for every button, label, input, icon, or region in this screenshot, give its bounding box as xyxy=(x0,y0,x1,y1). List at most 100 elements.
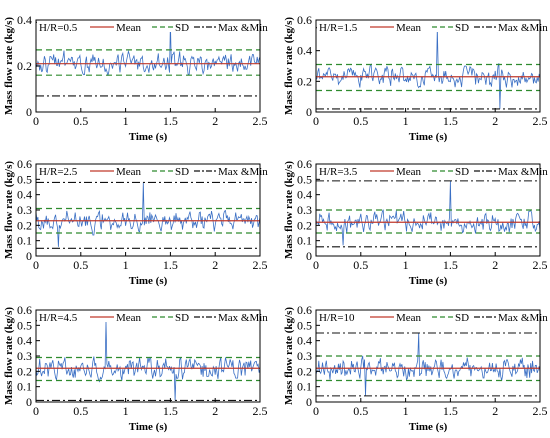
y-tick-label: 0 xyxy=(306,105,312,119)
y-axis-title: Mass flow rate (kg/s) xyxy=(283,17,295,115)
y-tick-label: 0 xyxy=(306,249,312,263)
y-tick-label: 0.2 xyxy=(297,364,312,378)
y-axis-title: Mass flow rate (kg/s) xyxy=(283,307,295,405)
x-tick-label: 0.5 xyxy=(353,404,368,418)
legend-mean-label: Mean xyxy=(396,312,422,324)
flow-signal-line xyxy=(35,320,261,401)
x-tick-label: 0 xyxy=(313,404,319,418)
x-tick-label: 2.5 xyxy=(253,258,268,272)
legend-background xyxy=(37,165,259,176)
x-tick-label: 2.5 xyxy=(533,114,548,128)
x-tick-label: 2.5 xyxy=(533,258,548,272)
panel-label: H/R=10 xyxy=(319,312,355,324)
x-tick-label: 0.5 xyxy=(73,114,88,128)
x-tick-label: 0 xyxy=(313,114,319,128)
y-tick-label: 0.2 xyxy=(17,218,32,232)
y-tick-label: 0 xyxy=(26,249,32,263)
legend-maxmin-label: Max &Min xyxy=(498,22,548,34)
y-tick-label: 0.2 xyxy=(17,59,32,73)
y-tick-label: 0.1 xyxy=(17,380,32,394)
y-tick-label: 0.6 xyxy=(297,303,312,317)
y-tick-label: 0.6 xyxy=(297,157,312,171)
x-tick-label: 2 xyxy=(212,404,218,418)
y-tick-label: 0.3 xyxy=(297,349,312,363)
legend: H/R=3.5 Mean SD Max &Min xyxy=(317,165,548,178)
legend-maxmin-label: Max &Min xyxy=(498,312,548,324)
y-tick-label: 0.5 xyxy=(17,318,32,332)
x-tick-label: 1 xyxy=(403,404,409,418)
flow-signal-line xyxy=(315,27,541,109)
panel-label: H/R=0.5 xyxy=(39,22,78,34)
legend-mean-label: Mean xyxy=(116,166,142,178)
x-tick-label: 0 xyxy=(33,114,39,128)
x-tick-label: 0 xyxy=(33,258,39,272)
legend-background xyxy=(317,311,539,322)
y-tick-label: 0.4 xyxy=(297,44,312,58)
chart-panel-1: 0 0.5 1 1.5 2 2.5 0 0.2 0.4 Time (s) Mass flow rat… xyxy=(3,13,268,143)
y-axis-title: Mass flow rate (kg/s) xyxy=(283,161,295,259)
x-tick-label: 2.5 xyxy=(253,114,268,128)
y-tick-label: 0.2 xyxy=(297,74,312,88)
x-tick-label: 0.5 xyxy=(353,114,368,128)
x-tick-label: 1 xyxy=(123,258,129,272)
legend-sd-label: SD xyxy=(175,312,189,324)
flow-signal-line xyxy=(35,22,261,76)
legend-mean-label: Mean xyxy=(396,22,422,34)
legend: H/R=0.5 Mean SD Max &Min xyxy=(37,21,268,34)
x-axis-title: Time (s) xyxy=(409,421,448,433)
legend-maxmin-label: Max &Min xyxy=(218,22,268,34)
x-tick-label: 0.5 xyxy=(353,258,368,272)
x-axis-title: Time (s) xyxy=(409,275,448,287)
y-tick-label: 0 xyxy=(26,105,32,119)
legend-mean-label: Mean xyxy=(116,312,142,324)
x-tick-label: 2 xyxy=(492,404,498,418)
x-tick-label: 1 xyxy=(403,114,409,128)
y-tick-label: 0.1 xyxy=(17,234,32,248)
x-tick-label: 2.5 xyxy=(533,404,548,418)
y-tick-label: 0.4 xyxy=(17,334,32,348)
y-tick-label: 0.1 xyxy=(297,380,312,394)
x-tick-label: 2 xyxy=(212,114,218,128)
y-axis-title: Mass flow rate (kg/s) xyxy=(3,17,15,115)
legend-maxmin-label: Max &Min xyxy=(498,166,548,178)
legend: H/R=1.5 Mean SD Max &Min xyxy=(317,21,548,34)
y-axis-title: Mass flow rate (kg/s) xyxy=(3,161,15,259)
panel-label: H/R=4.5 xyxy=(39,312,78,324)
x-tick-label: 0 xyxy=(313,258,319,272)
x-axis-title: Time (s) xyxy=(129,131,168,143)
y-tick-label: 0.4 xyxy=(297,188,312,202)
legend-sd-label: SD xyxy=(455,312,469,324)
y-tick-label: 0.3 xyxy=(297,203,312,217)
legend-sd-label: SD xyxy=(175,166,189,178)
y-tick-label: 0.6 xyxy=(297,13,312,27)
panel-label: H/R=3.5 xyxy=(319,166,358,178)
flow-signal-line xyxy=(315,332,541,396)
x-tick-label: 1.5 xyxy=(443,258,458,272)
y-tick-label: 0.6 xyxy=(17,157,32,171)
y-axis-title: Mass flow rate (kg/s) xyxy=(3,307,15,405)
panel-label: H/R=2.5 xyxy=(39,166,78,178)
legend-sd-label: SD xyxy=(175,22,189,34)
x-tick-label: 2 xyxy=(212,258,218,272)
x-tick-label: 0.5 xyxy=(73,404,88,418)
y-tick-label: 0.2 xyxy=(17,364,32,378)
plot-frame xyxy=(315,19,541,113)
y-tick-label: 0.1 xyxy=(297,234,312,248)
y-tick-label: 0.5 xyxy=(17,172,32,186)
y-tick-label: 0.4 xyxy=(17,188,32,202)
y-tick-label: 0 xyxy=(26,395,32,409)
y-tick-label: 0.2 xyxy=(297,218,312,232)
legend-mean-label: Mean xyxy=(396,166,422,178)
flow-signal-line xyxy=(35,182,261,247)
x-tick-label: 1.5 xyxy=(163,114,178,128)
x-tick-label: 1.5 xyxy=(163,258,178,272)
legend-sd-label: SD xyxy=(455,166,469,178)
legend-background xyxy=(317,21,539,32)
legend: H/R=2.5 Mean SD Max &Min xyxy=(37,165,268,178)
legend: H/R=10 Mean SD Max &Min xyxy=(317,311,548,324)
x-tick-label: 2.5 xyxy=(253,404,268,418)
